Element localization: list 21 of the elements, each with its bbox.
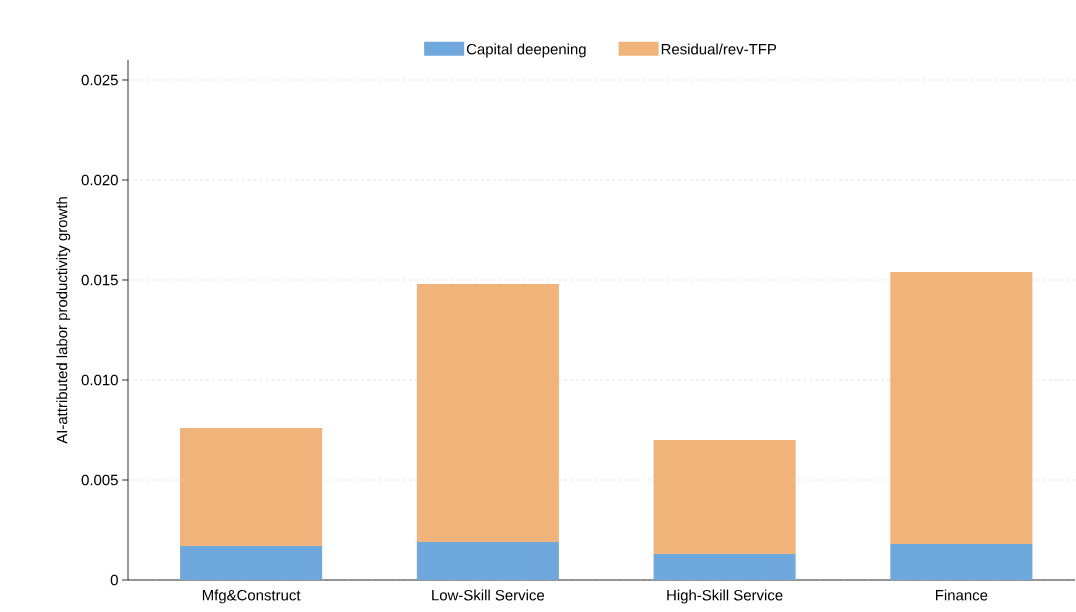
bar bbox=[416, 542, 559, 580]
x-tick-label: Low-Skill Service bbox=[432, 589, 545, 601]
y-tick-label: 0 bbox=[110, 574, 118, 586]
x-tick-label: High-Skill Service bbox=[667, 589, 783, 604]
bar bbox=[180, 428, 323, 546]
y-tick-label: 0.020 bbox=[81, 174, 118, 186]
y-tick-label: 0.025 bbox=[81, 74, 118, 86]
legend-label: Capital deepening bbox=[466, 43, 586, 58]
x-tick-label: Mfg&Construct bbox=[202, 589, 301, 604]
x-tick-label: Finance bbox=[936, 589, 988, 601]
bar bbox=[890, 544, 1033, 580]
y-tick-label: 0.005 bbox=[81, 474, 118, 486]
bar bbox=[180, 546, 323, 580]
legend-label: Residual/rev-TFP bbox=[661, 43, 777, 55]
bar bbox=[890, 272, 1033, 544]
y-tick-label: 0.010 bbox=[81, 374, 118, 386]
y-tick-label: 0.015 bbox=[81, 274, 118, 286]
bar bbox=[416, 284, 559, 542]
y-axis-title: AI-attributed labor productivity growth bbox=[56, 197, 71, 444]
bar bbox=[653, 554, 796, 580]
bar bbox=[653, 440, 796, 554]
